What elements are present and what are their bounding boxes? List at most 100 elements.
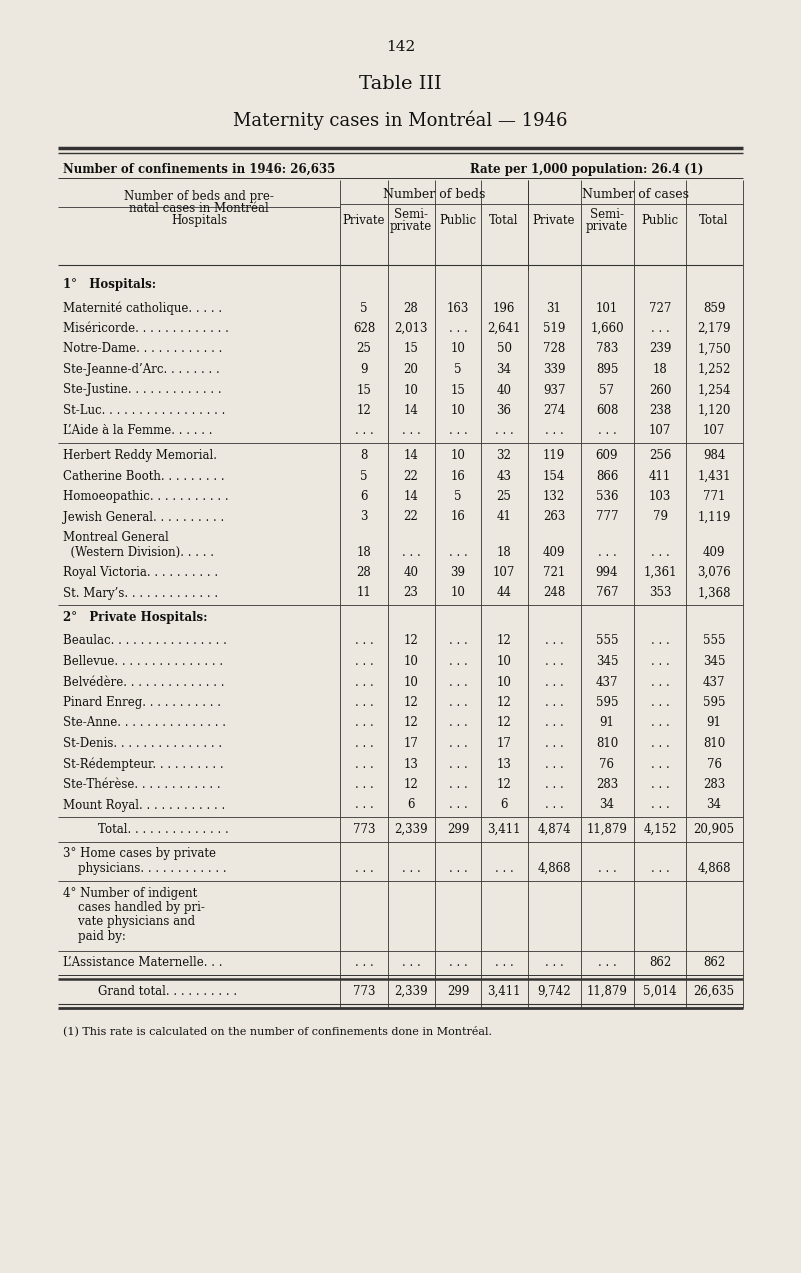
- Text: . . .: . . .: [355, 717, 373, 729]
- Text: . . .: . . .: [449, 696, 467, 709]
- Text: 12: 12: [497, 717, 511, 729]
- Text: 4,868: 4,868: [697, 862, 731, 875]
- Text: 12: 12: [404, 778, 418, 791]
- Text: . . .: . . .: [355, 757, 373, 770]
- Text: . . .: . . .: [650, 798, 670, 811]
- Text: 771: 771: [702, 490, 725, 503]
- Text: Total: Total: [489, 214, 519, 227]
- Text: cases handled by pri-: cases handled by pri-: [63, 901, 205, 914]
- Text: . . .: . . .: [598, 862, 617, 875]
- Text: . . .: . . .: [355, 656, 373, 668]
- Text: . . .: . . .: [355, 634, 373, 648]
- Text: 345: 345: [596, 656, 618, 668]
- Text: 783: 783: [596, 342, 618, 355]
- Text: . . .: . . .: [449, 656, 467, 668]
- Text: 14: 14: [404, 404, 418, 418]
- Text: 238: 238: [649, 404, 671, 418]
- Text: 339: 339: [543, 363, 566, 376]
- Text: Mount Royal. . . . . . . . . . . .: Mount Royal. . . . . . . . . . . .: [63, 798, 225, 811]
- Text: 15: 15: [404, 342, 418, 355]
- Text: 345: 345: [702, 656, 725, 668]
- Text: 13: 13: [497, 757, 511, 770]
- Text: 41: 41: [497, 510, 511, 523]
- Text: 608: 608: [596, 404, 618, 418]
- Text: 3,076: 3,076: [697, 566, 731, 579]
- Text: St-Rédempteur. . . . . . . . . .: St-Rédempteur. . . . . . . . . .: [63, 757, 223, 771]
- Text: 299: 299: [447, 824, 469, 836]
- Text: St. Mary’s. . . . . . . . . . . . .: St. Mary’s. . . . . . . . . . . . .: [63, 587, 218, 600]
- Text: 4,152: 4,152: [643, 824, 677, 836]
- Text: 1,361: 1,361: [643, 566, 677, 579]
- Text: 1,120: 1,120: [698, 404, 731, 418]
- Text: 12: 12: [497, 696, 511, 709]
- Text: 15: 15: [450, 383, 465, 396]
- Text: 10: 10: [404, 656, 418, 668]
- Text: 866: 866: [596, 470, 618, 482]
- Text: . . .: . . .: [449, 634, 467, 648]
- Text: private: private: [390, 220, 432, 233]
- Text: Ste-Justine. . . . . . . . . . . . .: Ste-Justine. . . . . . . . . . . . .: [63, 383, 222, 396]
- Text: . . .: . . .: [449, 546, 467, 559]
- Text: 57: 57: [599, 383, 614, 396]
- Text: 595: 595: [596, 696, 618, 709]
- Text: . . .: . . .: [355, 956, 373, 970]
- Text: St-Denis. . . . . . . . . . . . . . .: St-Denis. . . . . . . . . . . . . . .: [63, 737, 222, 750]
- Text: Bellevue. . . . . . . . . . . . . . .: Bellevue. . . . . . . . . . . . . . .: [63, 656, 223, 668]
- Text: 283: 283: [596, 778, 618, 791]
- Text: St-Luc. . . . . . . . . . . . . . . . .: St-Luc. . . . . . . . . . . . . . . . .: [63, 404, 225, 418]
- Text: 1,431: 1,431: [697, 470, 731, 482]
- Text: 16: 16: [450, 510, 465, 523]
- Text: 39: 39: [450, 566, 465, 579]
- Text: . . .: . . .: [355, 737, 373, 750]
- Text: 248: 248: [543, 587, 566, 600]
- Text: 18: 18: [356, 546, 372, 559]
- Text: 1,368: 1,368: [697, 587, 731, 600]
- Text: 34: 34: [706, 798, 722, 811]
- Text: 12: 12: [404, 634, 418, 648]
- Text: Semi-: Semi-: [590, 207, 624, 222]
- Text: Grand total. . . . . . . . . .: Grand total. . . . . . . . . .: [98, 985, 237, 998]
- Text: 437: 437: [702, 676, 725, 689]
- Text: . . .: . . .: [355, 676, 373, 689]
- Text: Table III: Table III: [359, 75, 442, 93]
- Text: . . .: . . .: [495, 862, 513, 875]
- Text: 22: 22: [404, 470, 418, 482]
- Text: Ste-Anne. . . . . . . . . . . . . . .: Ste-Anne. . . . . . . . . . . . . . .: [63, 717, 226, 729]
- Text: Catherine Booth. . . . . . . . .: Catherine Booth. . . . . . . . .: [63, 470, 224, 482]
- Text: 20: 20: [404, 363, 418, 376]
- Text: 767: 767: [596, 587, 618, 600]
- Text: 6: 6: [407, 798, 415, 811]
- Text: 132: 132: [543, 490, 566, 503]
- Text: 3,411: 3,411: [487, 824, 521, 836]
- Text: Jewish General. . . . . . . . . .: Jewish General. . . . . . . . . .: [63, 510, 224, 523]
- Text: 994: 994: [596, 566, 618, 579]
- Text: 628: 628: [353, 322, 375, 335]
- Text: vate physicians and: vate physicians and: [63, 915, 195, 928]
- Text: 31: 31: [546, 302, 562, 314]
- Text: 984: 984: [702, 449, 725, 462]
- Text: Public: Public: [642, 214, 678, 227]
- Text: 437: 437: [596, 676, 618, 689]
- Text: Number of beds: Number of beds: [383, 188, 485, 201]
- Text: 810: 810: [702, 737, 725, 750]
- Text: 5: 5: [360, 302, 368, 314]
- Text: . . .: . . .: [449, 798, 467, 811]
- Text: . . .: . . .: [449, 737, 467, 750]
- Text: 1,660: 1,660: [590, 322, 624, 335]
- Text: 34: 34: [599, 798, 614, 811]
- Text: 22: 22: [404, 510, 418, 523]
- Text: Ste-Jeanne-d’Arc. . . . . . . .: Ste-Jeanne-d’Arc. . . . . . . .: [63, 363, 219, 376]
- Text: 2,013: 2,013: [394, 322, 428, 335]
- Text: . . .: . . .: [650, 676, 670, 689]
- Text: 773: 773: [352, 985, 375, 998]
- Text: 11,879: 11,879: [586, 824, 627, 836]
- Text: 2°   Private Hospitals:: 2° Private Hospitals:: [63, 611, 207, 624]
- Text: Private: Private: [533, 214, 575, 227]
- Text: . . .: . . .: [545, 656, 563, 668]
- Text: 12: 12: [356, 404, 372, 418]
- Text: 937: 937: [543, 383, 566, 396]
- Text: 5: 5: [454, 490, 461, 503]
- Text: . . .: . . .: [401, 862, 421, 875]
- Text: Miséricorde. . . . . . . . . . . . .: Miséricorde. . . . . . . . . . . . .: [63, 322, 229, 335]
- Text: Public: Public: [440, 214, 477, 227]
